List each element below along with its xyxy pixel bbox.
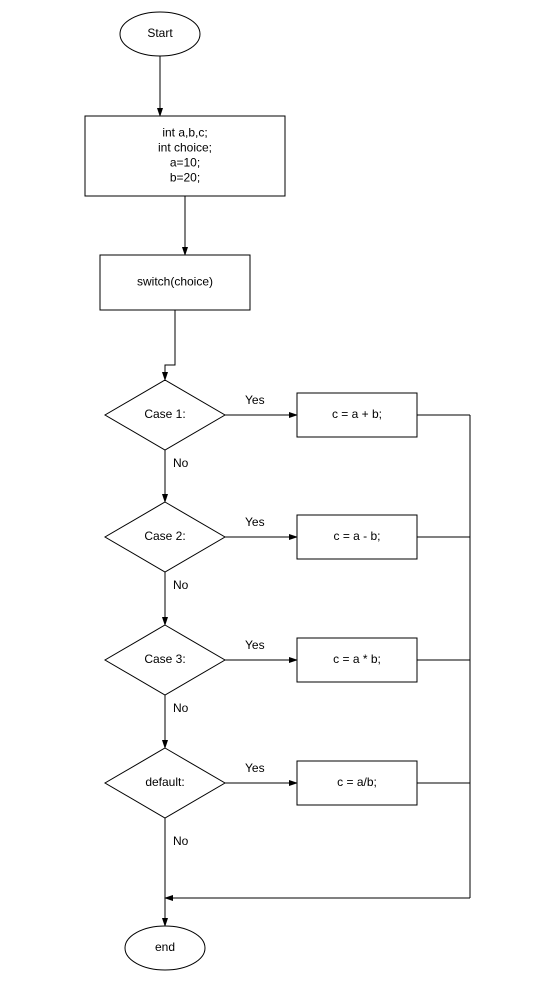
svg-text:No: No (173, 456, 189, 470)
svg-text:Start: Start (147, 26, 173, 40)
svg-text:Yes: Yes (245, 393, 265, 407)
svg-text:Yes: Yes (245, 515, 265, 529)
flowchart-diagram: Start int a,b,c;int choice;a=10;b=20; swit… (0, 0, 540, 986)
svg-text:No: No (173, 578, 189, 592)
svg-text:int a,b,c;: int a,b,c; (162, 126, 207, 140)
svg-text:end: end (155, 940, 175, 954)
svg-text:c = a * b;: c = a * b; (333, 652, 381, 666)
svg-text:Yes: Yes (245, 638, 265, 652)
svg-text:c = a/b;: c = a/b; (337, 775, 377, 789)
svg-text:Case 3:: Case 3: (144, 652, 185, 666)
svg-text:int choice;: int choice; (158, 141, 212, 155)
svg-text:c = a - b;: c = a - b; (333, 529, 380, 543)
svg-text:Case 2:: Case 2: (144, 529, 185, 543)
svg-text:b=20;: b=20; (170, 171, 200, 185)
svg-text:switch(choice): switch(choice) (137, 275, 213, 289)
svg-text:No: No (173, 834, 189, 848)
svg-text:default:: default: (145, 775, 184, 789)
svg-text:a=10;: a=10; (170, 156, 200, 170)
svg-text:Case 1:: Case 1: (144, 407, 185, 421)
svg-text:c = a + b;: c = a + b; (332, 407, 382, 421)
svg-text:No: No (173, 701, 189, 715)
svg-text:Yes: Yes (245, 761, 265, 775)
